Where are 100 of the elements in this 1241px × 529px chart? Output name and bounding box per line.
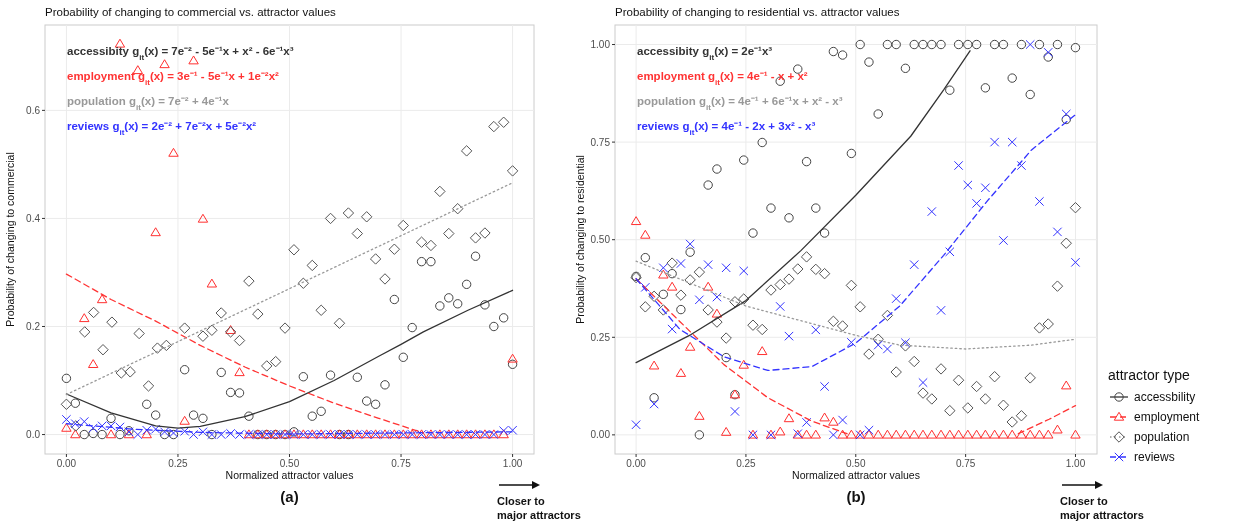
point xyxy=(498,313,509,323)
point xyxy=(197,330,209,342)
point xyxy=(1007,73,1017,83)
point xyxy=(828,430,839,440)
y-axis-title: Probability of changing to commercial xyxy=(4,152,16,327)
point xyxy=(945,247,955,257)
point xyxy=(963,180,973,190)
x-axis-title: Normalized attractor values xyxy=(225,469,354,481)
point xyxy=(792,263,804,275)
point xyxy=(721,352,731,363)
point xyxy=(1015,410,1028,422)
legend-label: accessbility xyxy=(1134,390,1196,404)
point xyxy=(79,429,89,440)
point xyxy=(936,39,946,50)
point xyxy=(675,368,687,377)
point xyxy=(352,372,363,382)
point xyxy=(712,292,722,302)
point xyxy=(891,39,901,50)
point xyxy=(962,402,974,414)
point xyxy=(980,429,991,439)
point xyxy=(61,414,72,425)
point xyxy=(739,266,749,276)
point xyxy=(288,244,300,256)
x-tick-label: 0.00 xyxy=(626,458,647,469)
point xyxy=(640,229,651,239)
point xyxy=(998,429,1009,439)
text: Closer to major attractors xyxy=(1060,495,1144,521)
point xyxy=(998,235,1009,246)
point xyxy=(1052,227,1063,237)
annotation: employment g$_{it}$(x) = 3e⁻¹ - 5e⁻¹x + 1e⁻²x² xyxy=(67,70,280,87)
point xyxy=(863,348,875,360)
point xyxy=(657,304,670,316)
point xyxy=(269,355,282,368)
point xyxy=(989,39,1000,50)
x-tick-label: 0.00 xyxy=(56,458,77,469)
point xyxy=(1061,114,1071,125)
point xyxy=(783,413,795,423)
point xyxy=(676,258,686,269)
point xyxy=(810,429,821,439)
point xyxy=(845,279,858,292)
point xyxy=(389,294,400,305)
point xyxy=(694,410,705,420)
point xyxy=(1070,42,1081,53)
point xyxy=(640,252,651,263)
point xyxy=(215,307,227,319)
point xyxy=(811,203,821,213)
point xyxy=(150,410,161,420)
x-tick-label: 0.75 xyxy=(391,458,412,469)
point xyxy=(917,429,929,439)
point xyxy=(188,410,199,420)
point xyxy=(765,284,777,296)
point xyxy=(97,429,107,440)
point xyxy=(846,429,857,439)
point xyxy=(1006,416,1018,428)
point xyxy=(79,326,91,338)
point xyxy=(899,340,912,352)
point xyxy=(497,116,510,128)
point xyxy=(142,380,155,392)
y-tick-label: 0.75 xyxy=(590,136,611,148)
point xyxy=(882,344,893,354)
point xyxy=(1016,429,1027,439)
point xyxy=(828,46,839,57)
chart-title: Probability of changing to residential vs. attractor values xyxy=(615,6,900,18)
point xyxy=(488,120,500,133)
point xyxy=(819,381,830,392)
point xyxy=(416,256,427,267)
point xyxy=(836,320,849,332)
point xyxy=(989,137,1000,147)
point xyxy=(917,387,929,399)
point xyxy=(216,367,226,378)
point xyxy=(855,39,865,50)
legend-title: attractor type xyxy=(1108,367,1190,383)
point xyxy=(998,39,1009,50)
point xyxy=(234,388,245,398)
point xyxy=(434,185,446,198)
point xyxy=(988,371,1001,383)
point xyxy=(1034,429,1045,439)
point xyxy=(425,239,437,252)
x-axis-title: Normalized attractor values xyxy=(792,469,920,481)
point xyxy=(234,367,245,377)
point xyxy=(979,393,992,405)
point xyxy=(963,39,973,50)
point xyxy=(298,372,309,382)
y-tick-label: 0.4 xyxy=(26,212,41,224)
point xyxy=(766,203,776,213)
point xyxy=(1025,39,1035,50)
point xyxy=(179,365,190,375)
point xyxy=(435,301,445,311)
point xyxy=(739,155,749,165)
point xyxy=(729,296,741,308)
point xyxy=(900,338,911,348)
point xyxy=(1052,424,1063,434)
legend-label: reviews xyxy=(1134,450,1175,464)
point xyxy=(1060,237,1072,249)
point xyxy=(279,322,291,334)
point xyxy=(694,295,705,305)
point xyxy=(252,308,264,320)
point xyxy=(460,145,473,157)
point xyxy=(115,367,127,379)
point xyxy=(881,309,894,322)
